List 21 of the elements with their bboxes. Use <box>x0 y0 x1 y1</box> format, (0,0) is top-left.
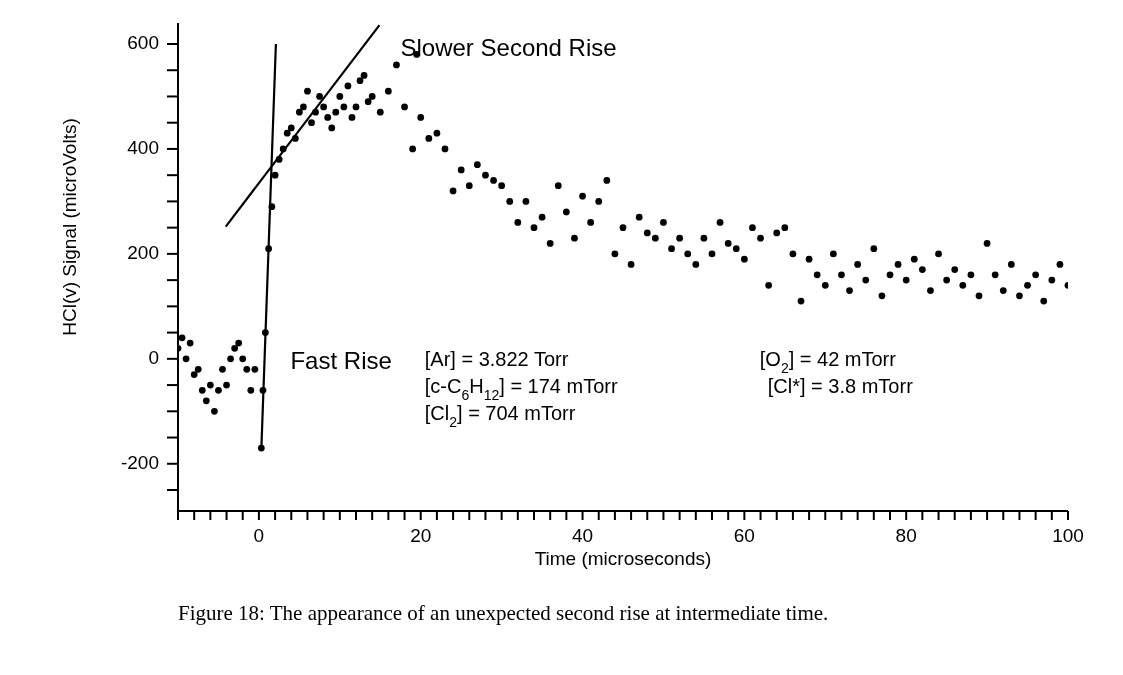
annotation: Slower Second Rise <box>400 34 617 62</box>
y-axis-title: HCl(v) Signal (microVolts) <box>59 118 80 336</box>
caption: Figure 18: The appearance of an unexpected second rise at intermediate time. <box>178 601 830 626</box>
y-tick-label: 400 <box>127 136 159 158</box>
x-axis-title: Time (microseconds) <box>534 548 712 569</box>
x-tick-label: 60 <box>733 525 755 546</box>
y-tick-label: 0 <box>148 346 159 368</box>
annotation: [O$_{2}$] = 42 mTorr <box>759 348 897 377</box>
annotation: [Ar] = 3.822 Torr <box>424 348 569 371</box>
x-tick-label: 40 <box>571 525 594 546</box>
y-tick-label: -200 <box>120 451 159 473</box>
annotation: Fast Rise <box>290 347 392 375</box>
x-tick-label: 20 <box>410 525 432 546</box>
x-tick-label: 0 <box>253 525 265 546</box>
annotation: [c-C$_{6}$H$_{12}$] = 174 mTorr <box>424 375 618 404</box>
annotation: [Cl*] = 3.8 mTorr <box>767 375 914 398</box>
x-tick-label: 80 <box>895 525 917 546</box>
x-tick-label: 100 <box>1052 525 1084 546</box>
y-tick-label: 600 <box>127 32 159 53</box>
annotation: [Cl$_{2}$] = 704 mTorr <box>424 402 576 431</box>
y-tick-label: 200 <box>127 241 159 263</box>
